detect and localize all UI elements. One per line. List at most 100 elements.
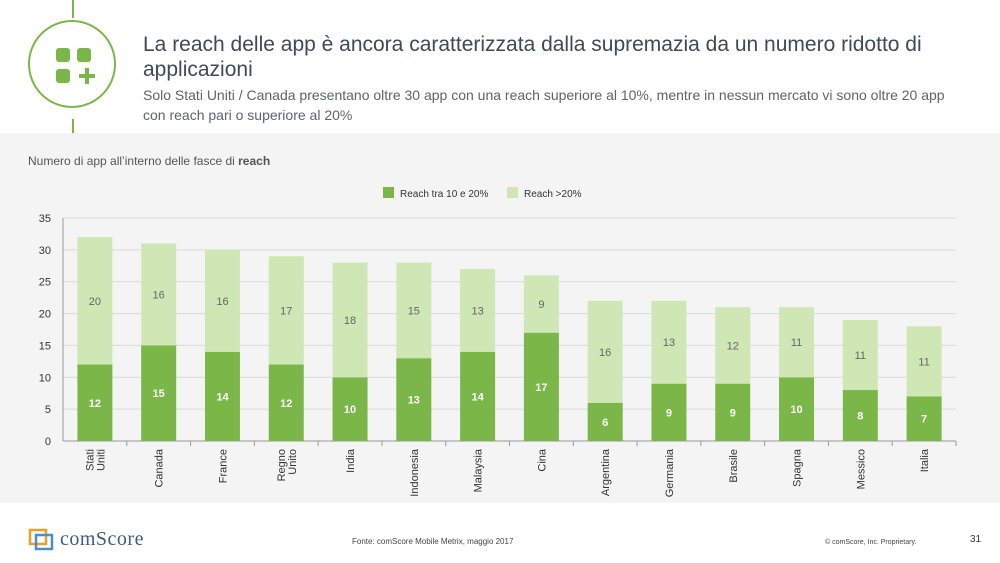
y-tick-label: 10 bbox=[39, 372, 51, 384]
data-label: 11 bbox=[918, 356, 929, 368]
bar-segment bbox=[332, 377, 368, 441]
data-label: 13 bbox=[471, 305, 483, 317]
bar-segment bbox=[651, 383, 687, 441]
x-tick-label: Indonesia bbox=[409, 448, 421, 497]
data-label: 7 bbox=[921, 414, 927, 426]
page-title: La reach delle app è ancora caratterizza… bbox=[143, 33, 922, 81]
data-label: 15 bbox=[153, 388, 165, 400]
bar-segment bbox=[460, 351, 496, 441]
x-tick-label: India bbox=[345, 448, 357, 473]
bar-segment bbox=[842, 319, 878, 391]
stacked-bar-chart: 0 5 10 15 20 25 30 35 Reach tra 10 e 20% Reach >2… bbox=[39, 187, 957, 497]
data-label: 17 bbox=[535, 382, 547, 394]
x-tick-label-text: Regno bbox=[276, 449, 288, 481]
chart-heading-part3: reach bbox=[238, 154, 271, 168]
x-tick-label: Malaysia bbox=[473, 448, 485, 492]
header-accent-line bbox=[72, 0, 74, 18]
y-tick-label: 5 bbox=[45, 404, 51, 416]
data-label: 13 bbox=[408, 395, 420, 407]
copyright-note: © comScore, Inc. Proprietary. bbox=[825, 539, 917, 546]
comscore-logo-icon bbox=[28, 528, 54, 551]
bar-segment bbox=[906, 326, 942, 397]
legend-label: Reach tra 10 e 20% bbox=[400, 189, 488, 200]
x-tick-label: Germania bbox=[664, 448, 676, 497]
data-label: 10 bbox=[790, 404, 802, 416]
x-tick-label: Messico bbox=[855, 449, 867, 489]
bar-segment bbox=[77, 364, 113, 441]
legend-swatch bbox=[383, 187, 394, 198]
x-tick-label-text: Italia bbox=[919, 448, 931, 472]
x-tick-label-text: Malaysia bbox=[473, 448, 485, 492]
x-tick-label: Stati Uniti bbox=[84, 449, 107, 471]
legend-swatch bbox=[507, 187, 518, 198]
data-label: 16 bbox=[599, 347, 611, 359]
chart-heading: Numero di app all’interno delle fasce di… bbox=[28, 154, 270, 168]
data-label: 10 bbox=[344, 404, 356, 416]
y-tick-label: 25 bbox=[39, 277, 51, 289]
x-tick-label-text: Unito bbox=[287, 449, 299, 475]
x-tick-label: Canada bbox=[154, 448, 166, 487]
bar-segment bbox=[523, 275, 559, 333]
bar-segment bbox=[396, 358, 432, 441]
data-label: 9 bbox=[538, 299, 544, 311]
bar-segment bbox=[204, 249, 240, 352]
data-label: 12 bbox=[727, 340, 739, 352]
brand-name: comScore bbox=[60, 528, 144, 550]
data-label: 9 bbox=[666, 407, 672, 419]
app-grid-plus-icon bbox=[28, 20, 116, 108]
data-label: 17 bbox=[280, 305, 292, 317]
bar-segment bbox=[204, 351, 240, 441]
x-tick-label: Italia bbox=[919, 448, 931, 472]
bar-segment bbox=[268, 256, 304, 365]
bar-segment bbox=[779, 307, 815, 378]
bar-segment bbox=[587, 402, 623, 441]
bar-segment bbox=[715, 307, 751, 384]
data-label: 14 bbox=[471, 391, 484, 403]
source-note: Fonte: comScore Mobile Metrix, maggio 20… bbox=[352, 537, 514, 546]
bar-segment bbox=[779, 377, 815, 441]
bar-segment bbox=[842, 390, 878, 441]
data-label: 14 bbox=[216, 391, 229, 403]
x-tick-label-text: Spagna bbox=[792, 448, 804, 487]
bar-segment bbox=[77, 237, 113, 365]
chart-heading-part2: all’interno delle fasce di bbox=[106, 154, 239, 168]
bar-segment bbox=[460, 268, 496, 352]
x-tick-label: Regno Unito bbox=[276, 449, 299, 481]
x-tick-label-text: India bbox=[345, 448, 357, 473]
data-label: 16 bbox=[153, 289, 165, 301]
x-tick-label-text: Canada bbox=[154, 448, 166, 487]
y-tick-label: 15 bbox=[39, 340, 51, 352]
legend-label: Reach >20% bbox=[524, 189, 582, 200]
bar-segment bbox=[651, 300, 687, 384]
x-tick-label: Argentina bbox=[600, 448, 612, 496]
bar-segment bbox=[332, 262, 368, 378]
bar-segment bbox=[268, 364, 304, 441]
bar-segment bbox=[141, 243, 177, 346]
page-subtitle: Solo Stati Uniti / Canada presentano olt… bbox=[143, 87, 945, 123]
x-tick-label-text: France bbox=[217, 449, 229, 483]
bar-segment bbox=[587, 300, 623, 403]
y-tick-label: 20 bbox=[39, 309, 51, 321]
data-label: 8 bbox=[857, 411, 863, 423]
x-tick-label: Brasile bbox=[728, 449, 740, 483]
data-label: 12 bbox=[89, 398, 101, 410]
y-tick-label: 0 bbox=[45, 436, 51, 448]
x-tick-label-text: Argentina bbox=[600, 448, 612, 496]
data-label: 11 bbox=[791, 337, 802, 349]
data-label: 20 bbox=[89, 296, 101, 308]
x-tick-label-text: Uniti bbox=[95, 449, 107, 471]
page-number: 31 bbox=[970, 534, 982, 545]
data-label: 18 bbox=[344, 315, 356, 327]
chart-heading-part1: Numero di app bbox=[28, 154, 107, 168]
data-label: 13 bbox=[663, 337, 675, 349]
y-tick-label: 30 bbox=[39, 245, 51, 257]
data-label: 9 bbox=[730, 407, 736, 419]
data-label: 12 bbox=[280, 398, 292, 410]
bar-segment bbox=[523, 332, 559, 441]
y-tick-label: 35 bbox=[39, 213, 51, 225]
data-label: 6 bbox=[602, 417, 608, 429]
header-accent-line-lower bbox=[72, 119, 74, 133]
bar-segment bbox=[715, 383, 751, 441]
bar-segment bbox=[906, 396, 942, 441]
x-tick-label-text: Cina bbox=[536, 448, 548, 472]
